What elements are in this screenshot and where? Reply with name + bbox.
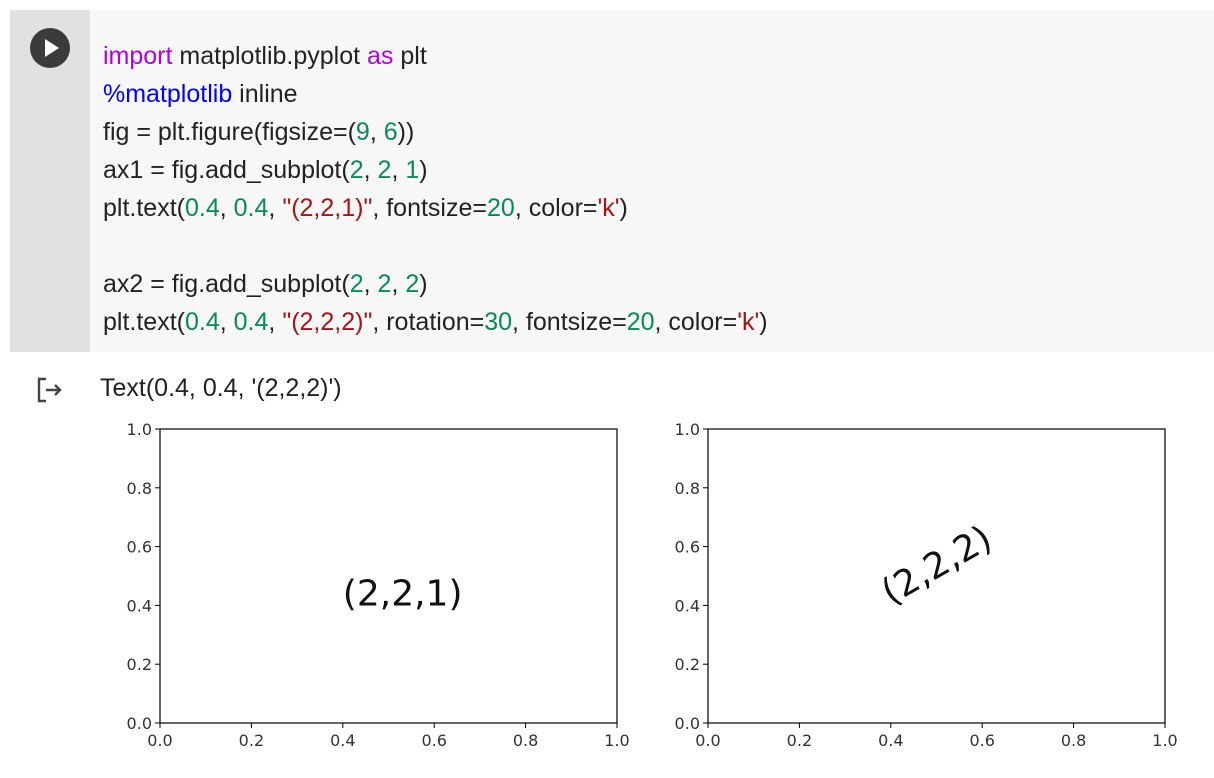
x-tick-label: 0.0 bbox=[147, 731, 172, 750]
code-token: plt.text( bbox=[103, 194, 185, 222]
code-token: 0.4 bbox=[233, 194, 269, 222]
output-arrow-icon bbox=[37, 377, 62, 403]
code-token: )) bbox=[397, 118, 415, 146]
code-token: , bbox=[363, 270, 378, 298]
code-token: as bbox=[367, 42, 394, 70]
code-token: 2 bbox=[349, 156, 364, 184]
text-annotation: (2,2,1) bbox=[343, 573, 463, 614]
y-tick-label: 0.2 bbox=[675, 655, 700, 674]
y-tick-label: 0.6 bbox=[675, 538, 700, 557]
code-token: 6 bbox=[383, 118, 398, 146]
code-line: import matplotlib.pyplot as plt bbox=[103, 37, 768, 75]
code-token: import bbox=[103, 42, 173, 70]
x-tick-label: 0.4 bbox=[330, 731, 355, 750]
code-editor[interactable]: import matplotlib.pyplot as plt %matplotl… bbox=[103, 37, 768, 341]
code-token: plt.text( bbox=[103, 308, 185, 336]
code-token: 'k' bbox=[737, 308, 760, 336]
code-line: ax1 = fig.add_subplot(2, 2, 1) bbox=[103, 151, 768, 189]
y-tick-label: 0.0 bbox=[675, 714, 700, 733]
code-token: ) bbox=[419, 156, 428, 184]
x-tick-label: 0.2 bbox=[239, 731, 264, 750]
y-tick-label: 0.8 bbox=[127, 479, 152, 498]
code-token: "(2,2,2)" bbox=[282, 308, 373, 336]
code-token: 0.4 bbox=[184, 308, 220, 336]
code-token: "(2,2,1)" bbox=[282, 194, 373, 222]
code-token: plt bbox=[393, 42, 427, 70]
code-token: , bbox=[363, 156, 378, 184]
axes-frame bbox=[159, 428, 618, 724]
code-token: , fontsize= bbox=[512, 308, 627, 336]
code-token: , bbox=[219, 308, 234, 336]
y-tick-label: 0.8 bbox=[675, 479, 700, 498]
code-line bbox=[103, 227, 768, 265]
output-text: Text(0.4, 0.4, '(2,2,2)') bbox=[100, 374, 342, 402]
code-token: 2 bbox=[349, 270, 364, 298]
x-tick-label: 1.0 bbox=[1152, 731, 1177, 750]
play-icon bbox=[45, 39, 59, 57]
code-token: , bbox=[268, 194, 283, 222]
code-token: , color= bbox=[654, 308, 738, 336]
x-tick-label: 0.6 bbox=[421, 731, 446, 750]
code-line: %matplotlib inline bbox=[103, 75, 768, 113]
subplot-2: 0.0 0.2 0.4 0.6 0.8 1.00.00.20.40.60.81.0(2,2… bbox=[675, 420, 1178, 750]
figure-output: 0.0 0.2 0.4 0.6 0.8 1.0 0.0 0.2 0.4 0.6 0.8 1.0 (2,2… bbox=[127, 420, 1178, 750]
code-token: 20 bbox=[626, 308, 655, 336]
y-tick-label: 1.0 bbox=[127, 420, 152, 439]
x-tick-label: 0.8 bbox=[513, 731, 538, 750]
code-token: fig = plt.figure(figsize=( bbox=[103, 118, 356, 146]
code-token: 'k' bbox=[597, 194, 620, 222]
code-token: ax2 = fig.add_subplot( bbox=[103, 270, 350, 298]
code-line: fig = plt.figure(figsize=(9, 6)) bbox=[103, 113, 768, 151]
code-token: inline bbox=[232, 80, 298, 108]
y-tick-label: 0.6 bbox=[127, 538, 152, 557]
code-token: 2 bbox=[377, 156, 392, 184]
axes-frame bbox=[707, 428, 1166, 724]
code-token: , bbox=[268, 308, 283, 336]
code-line: ax2 = fig.add_subplot(2, 2, 2) bbox=[103, 265, 768, 303]
subplot-1: 0.0 0.2 0.4 0.6 0.8 1.0 0.0 0.2 0.4 0.6 0.8 1.0 (2,2… bbox=[127, 420, 630, 750]
code-token: matplotlib.pyplot bbox=[172, 42, 368, 70]
code-token: , bbox=[369, 118, 384, 146]
x-tick-label: 0.2 bbox=[787, 731, 812, 750]
code-token: 2 bbox=[377, 270, 392, 298]
y-tick-label: 0.2 bbox=[127, 655, 152, 674]
code-line: plt.text(0.4, 0.4, "(2,2,2)", rotation=3… bbox=[103, 303, 768, 341]
cell-gutter bbox=[10, 10, 90, 352]
code-token: ) bbox=[759, 308, 768, 336]
code-token: , color= bbox=[514, 194, 598, 222]
x-tick-label: 0.0 bbox=[695, 731, 720, 750]
x-tick-label: 1.0 bbox=[604, 731, 629, 750]
code-token: ax1 = fig.add_subplot( bbox=[103, 156, 350, 184]
x-tick-label: 0.8 bbox=[1061, 731, 1086, 750]
code-token: , fontsize= bbox=[372, 194, 487, 222]
code-token: %matplotlib bbox=[103, 80, 233, 108]
code-token: 2 bbox=[405, 270, 420, 298]
code-token: 0.4 bbox=[233, 308, 269, 336]
code-token: 1 bbox=[405, 156, 420, 184]
y-tick-label: 0.0 bbox=[127, 714, 152, 733]
code-token: , bbox=[391, 270, 406, 298]
code-token: , rotation= bbox=[372, 308, 485, 336]
x-tick-label: 0.6 bbox=[969, 731, 994, 750]
code-line: plt.text(0.4, 0.4, "(2,2,1)", fontsize=2… bbox=[103, 189, 768, 227]
x-tick-label: 0.4 bbox=[878, 731, 903, 750]
code-token: , bbox=[219, 194, 234, 222]
code-token: ) bbox=[619, 194, 628, 222]
code-cell[interactable]: import matplotlib.pyplot as plt %matplotl… bbox=[10, 10, 1214, 352]
code-token: 9 bbox=[355, 118, 370, 146]
y-tick-label: 0.4 bbox=[675, 596, 700, 615]
y-tick-label: 0.4 bbox=[127, 596, 152, 615]
y-tick-label: 1.0 bbox=[675, 420, 700, 439]
code-token: 0.4 bbox=[184, 194, 220, 222]
code-token: 20 bbox=[487, 194, 515, 222]
code-token: 30 bbox=[484, 308, 513, 336]
code-token: , bbox=[391, 156, 406, 184]
run-cell-button[interactable] bbox=[30, 28, 70, 68]
code-token: ) bbox=[419, 270, 428, 298]
